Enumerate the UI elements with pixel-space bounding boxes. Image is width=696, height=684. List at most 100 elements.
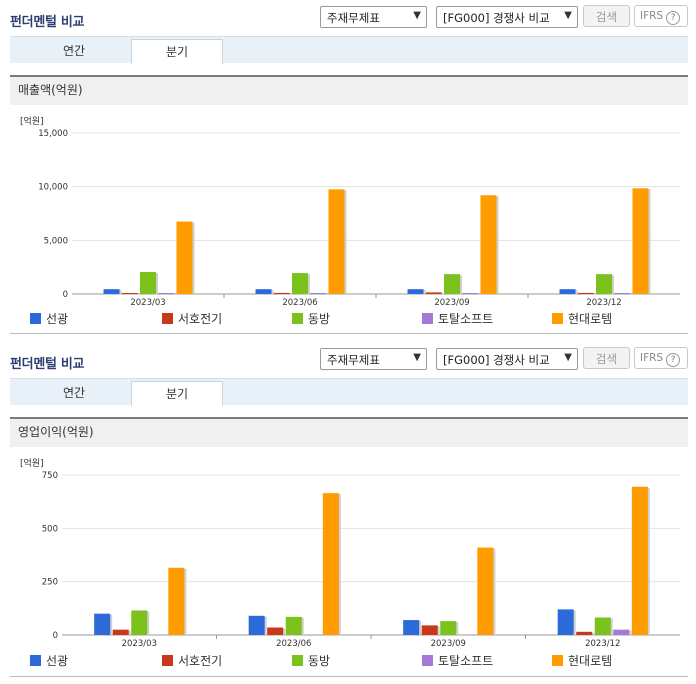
x-tick-label: 2023/12 [586, 298, 621, 308]
divider [10, 676, 688, 677]
legend-label: 서호전기 [178, 654, 223, 668]
legend-label: 동방 [308, 312, 331, 326]
compare-group-value: [FG000] 경쟁사 비교 [443, 353, 550, 367]
x-tick-label: 2023/12 [585, 639, 620, 649]
y-tick-label: 10,000 [38, 183, 68, 193]
statement-type-select[interactable]: 주재무제표 ▼ [320, 6, 427, 28]
y-tick-label: 15,000 [38, 129, 68, 139]
panel-operating-income: 펀더멘털 비교 주재무제표 ▼ [FG000] 경쟁사 비교 ▼ 검색 IFRS… [0, 342, 696, 684]
bar-shadow [312, 294, 329, 295]
question-icon: ? [666, 353, 681, 367]
metric-header: 매출액(억원) [10, 75, 688, 105]
bar-hyundairotem [631, 486, 648, 635]
bar-shadow [579, 293, 596, 295]
bar-hyundairotem [176, 221, 193, 294]
legend-item-totalsoft: 토탈소프트 [422, 652, 493, 669]
bar-dongbang [440, 621, 457, 635]
bar-totalsoft [158, 293, 175, 294]
bar-dongbang [444, 274, 460, 294]
tab-quarterly[interactable]: 분기 [131, 39, 223, 64]
legend-label: 현대로템 [568, 312, 613, 326]
legend-swatch [422, 313, 433, 324]
bar-hyundairotem [322, 493, 339, 635]
bar-seonkwang [559, 289, 576, 294]
statement-type-value: 주재무제표 [327, 353, 380, 367]
chevron-down-icon: ▼ [413, 352, 421, 363]
revenue-chart: 0 5,000 10,000 15,000 2023/03 2023/06 2023/09 2… [38, 129, 680, 308]
statement-type-value: 주재무제표 [327, 11, 380, 25]
bar-seoho [112, 629, 129, 635]
question-icon: ? [666, 11, 681, 25]
bar-hyundairotem [328, 189, 345, 294]
chevron-down-icon: ▼ [413, 10, 421, 21]
bar-dongbang [285, 616, 302, 635]
period-tabs: 연간 분기 [10, 36, 688, 64]
legend-item-totalsoft: 토탈소프트 [422, 310, 493, 327]
statement-type-select[interactable]: 주재무제표 ▼ [320, 348, 427, 370]
bar-dongbang [140, 271, 156, 294]
bar-seoho [576, 631, 593, 635]
metric-header: 영업이익(억원) [10, 417, 688, 447]
bar-seonkwang [403, 620, 420, 635]
bar-totalsoft [462, 293, 479, 294]
search-button[interactable]: 검색 [583, 347, 630, 369]
bar-hyundairotem [168, 567, 185, 635]
legend-label: 선광 [46, 654, 69, 668]
compare-group-select[interactable]: [FG000] 경쟁사 비교 ▼ [436, 348, 578, 370]
tab-annual[interactable]: 연간 [62, 386, 86, 400]
y-tick-label: 5,000 [44, 236, 68, 246]
ifrs-help-button[interactable]: IFRS? [634, 5, 688, 27]
bar-seonkwang [557, 609, 574, 635]
legend-item-seoho: 서호전기 [162, 652, 222, 669]
bar-shadow [616, 294, 633, 295]
bar-totalsoft [310, 293, 327, 294]
legend-item-hyundairotem: 현대로템 [552, 310, 612, 327]
legend-swatch [292, 313, 303, 324]
legend-item-dongbang: 동방 [292, 652, 330, 669]
legend-item-seonkwang: 선광 [30, 652, 68, 669]
x-tick-label: 2023/03 [130, 298, 165, 308]
bar-seonkwang [94, 613, 111, 635]
x-tick-label: 2023/09 [434, 298, 469, 308]
bar-seoho [273, 292, 290, 294]
search-button[interactable]: 검색 [583, 5, 630, 27]
bar-dongbang [131, 610, 148, 635]
legend-item-dongbang: 동방 [292, 310, 330, 327]
bar-totalsoft [613, 629, 630, 635]
bar-shadow [275, 293, 292, 295]
legend-swatch [30, 655, 41, 666]
bar-seonkwang [103, 289, 120, 294]
ifrs-label: IFRS [640, 352, 664, 364]
unit-label: [억원] [20, 459, 44, 469]
legend-swatch [162, 313, 173, 324]
bar-seonkwang [248, 615, 265, 635]
tab-quarterly[interactable]: 분기 [131, 381, 223, 406]
legend-swatch [552, 313, 563, 324]
period-tabs: 연간 분기 [10, 378, 688, 406]
chevron-down-icon: ▼ [564, 352, 572, 363]
legend-swatch [292, 655, 303, 666]
bar-totalsoft [614, 293, 631, 294]
x-tick-label: 2023/06 [282, 298, 317, 308]
bar-seonkwang [255, 289, 272, 294]
y-tick-label: 750 [42, 471, 58, 481]
legend-label: 토탈소프트 [438, 312, 494, 326]
legend-swatch [30, 313, 41, 324]
tab-annual[interactable]: 연간 [62, 44, 86, 58]
x-tick-label: 2023/06 [276, 639, 311, 649]
compare-group-select[interactable]: [FG000] 경쟁사 비교 ▼ [436, 6, 578, 28]
bar-dongbang [292, 273, 308, 294]
bar-hyundairotem [477, 547, 494, 635]
legend-swatch [422, 655, 433, 666]
x-tick-label: 2023/03 [122, 639, 157, 649]
panel-title: 펀더멘털 비교 [10, 357, 85, 372]
y-tick-label: 0 [53, 631, 58, 641]
panel-revenue: 펀더멘털 비교 주재무제표 ▼ [FG000] 경쟁사 비교 ▼ 검색 IFRS… [10, 5, 688, 334]
bar-shadow [464, 294, 481, 295]
bar-dongbang [596, 274, 612, 294]
bar-seoho [267, 627, 284, 635]
legend-swatch [162, 655, 173, 666]
ifrs-help-button[interactable]: IFRS? [634, 347, 688, 369]
compare-group-value: [FG000] 경쟁사 비교 [443, 11, 550, 25]
legend-item-hyundairotem: 현대로템 [552, 652, 612, 669]
